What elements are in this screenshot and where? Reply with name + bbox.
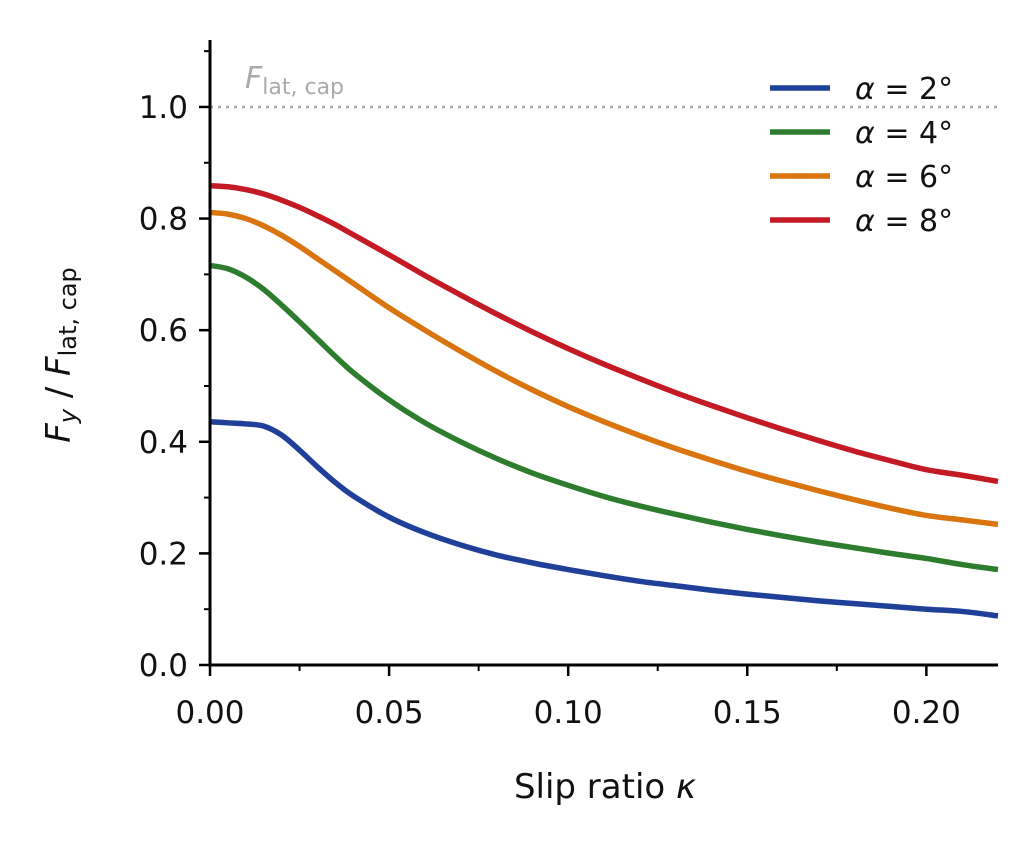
x-tick-label: 0.15 <box>713 695 782 731</box>
y-axis-label: Fy / Flat, cap <box>39 267 82 443</box>
x-tick-label: 0.00 <box>175 695 244 731</box>
y-tick-label: 0.8 <box>139 202 188 238</box>
x-tick-label: 0.20 <box>892 695 961 731</box>
y-tick-label: 1.0 <box>139 90 188 126</box>
series-group <box>209 182 999 619</box>
series-line-1 <box>209 418 999 619</box>
legend-label-4: α = 8° <box>855 204 953 239</box>
series-line-2 <box>209 262 999 573</box>
x-tick-label: 0.05 <box>355 695 424 731</box>
legend-label-2: α = 4° <box>855 116 953 151</box>
series-line-4 <box>209 182 999 485</box>
y-tick-label: 0.2 <box>139 536 188 572</box>
axes-group: 0.00 0.05 0.10 0.15 0.20 0.0 0.2 0.4 0.6 0.8 1.0 <box>139 40 998 731</box>
y-tick-label: 0.6 <box>139 313 188 349</box>
x-tick-label: 0.10 <box>534 695 603 731</box>
legend-label-1: α = 2° <box>855 72 953 107</box>
y-tick-label: 0.4 <box>139 425 188 461</box>
reference-line-label: Flat, cap <box>245 61 344 100</box>
x-axis-label: Slip ratio κ <box>514 767 696 807</box>
legend-label-3: α = 6° <box>855 160 953 195</box>
series-line-3 <box>209 209 999 528</box>
y-tick-label: 0.0 <box>139 648 188 684</box>
legend: α = 2° α = 4° α = 6° α = 8° <box>770 72 953 239</box>
